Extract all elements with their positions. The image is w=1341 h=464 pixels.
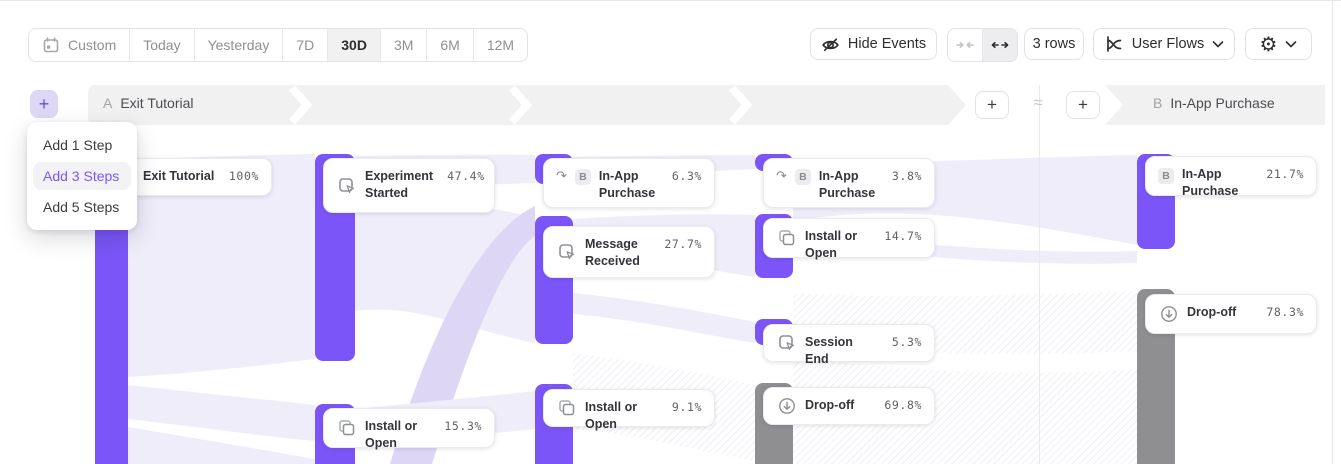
add-step-after-a-button[interactable]: + <box>975 91 1009 119</box>
flow-b-badge: B <box>1158 168 1174 184</box>
rows-button[interactable]: 3 rows <box>1024 28 1084 60</box>
expand-columns-button[interactable] <box>982 29 1017 61</box>
node-value: 14.7% <box>884 229 922 243</box>
eye-off-icon <box>822 37 839 51</box>
custom-event-icon <box>776 333 797 354</box>
add-step-before-b-button[interactable]: + <box>1066 91 1100 119</box>
add-step-menu: Add 1 Step Add 3 Steps Add 5 Steps <box>27 122 137 230</box>
node-name: Drop-off <box>1187 305 1237 319</box>
settings-button[interactable]: ⚙ <box>1245 28 1312 60</box>
cross-flow-arrow-icon: ↷ <box>776 168 787 183</box>
dropoff-icon <box>776 396 797 417</box>
node-value: 6.3% <box>671 169 702 183</box>
node-value: 9.1% <box>671 400 702 414</box>
date-range-label: Custom <box>68 37 117 53</box>
step-title-a: Exit Tutorial <box>120 95 194 111</box>
date-range-12m[interactable]: 12M <box>472 29 527 61</box>
date-range-custom[interactable]: Custom <box>29 29 129 61</box>
view-selector-button[interactable]: User Flows <box>1093 28 1235 60</box>
flow-node-install-or-open-2[interactable]: Install or Open 9.1% <box>543 389 715 431</box>
panel-right-border <box>1332 1 1333 464</box>
plus-icon: + <box>1078 95 1088 114</box>
node-value: 15.3% <box>444 419 482 433</box>
chevron-down-icon <box>1212 40 1224 47</box>
approx-separator: ≈ <box>1033 93 1043 112</box>
node-value: 100% <box>228 169 259 183</box>
collapse-icon <box>956 41 974 49</box>
hide-events-label: Hide Events <box>847 36 927 52</box>
date-range-yesterday[interactable]: Yesterday <box>193 29 283 61</box>
rows-label: 3 rows <box>1032 36 1076 52</box>
date-range-today[interactable]: Today <box>129 29 193 61</box>
plus-icon: + <box>987 95 997 114</box>
date-range-3m[interactable]: 3M <box>379 29 426 61</box>
install-icon <box>556 398 577 419</box>
flow-node-drop-off-b[interactable]: Drop-off 78.3% <box>1145 294 1317 334</box>
node-value: 69.8% <box>884 398 922 412</box>
menu-item-add-3-steps[interactable]: Add 3 Steps <box>33 162 131 190</box>
custom-event-icon <box>336 175 357 196</box>
date-range-6m[interactable]: 6M <box>426 29 472 61</box>
collapse-columns-button[interactable] <box>948 29 982 61</box>
node-value: 3.8% <box>891 169 922 183</box>
chevron-down-icon <box>1286 40 1297 47</box>
install-icon <box>776 228 797 249</box>
flow-node-install-or-open-1[interactable]: Install or Open 15.3% <box>323 408 495 450</box>
expand-icon <box>991 41 1009 49</box>
flow-node-in-app-purchase-2[interactable]: ↷ B In-App Purchase 3.8% <box>763 158 935 208</box>
step-header-a[interactable]: A Exit Tutorial <box>103 95 193 111</box>
flow-node-in-app-purchase-1[interactable]: ↷ B In-App Purchase 6.3% <box>543 158 715 208</box>
step-letter-b: B <box>1153 95 1163 111</box>
flow-b-badge: B <box>794 169 811 185</box>
view-selector-label: User Flows <box>1131 36 1205 52</box>
flows-chart-icon <box>1106 36 1122 52</box>
cross-flow-arrow-icon: ↷ <box>556 168 567 183</box>
date-range-7d[interactable]: 7D <box>282 29 327 61</box>
node-name: In-App Purchase <box>1182 167 1239 198</box>
node-name: Experiment Started <box>365 169 434 200</box>
toolbar: Custom Today Yesterday 7D 30D 3M 6M 12M … <box>0 1 1341 77</box>
flow-divider-line <box>1039 85 1040 464</box>
node-name: Exit Tutorial <box>143 169 215 183</box>
node-name: Drop-off <box>805 398 855 412</box>
node-value: 21.7% <box>1266 167 1304 181</box>
flow-b-badge: B <box>574 169 591 185</box>
menu-item-add-5-steps[interactable]: Add 5 Steps <box>43 199 120 215</box>
node-name: In-App Purchase <box>818 169 876 200</box>
node-value: 5.3% <box>891 335 922 349</box>
flow-node-session-end[interactable]: Session End 5.3% <box>763 324 935 366</box>
node-value: 27.7% <box>664 237 702 251</box>
node-name: Message Received <box>585 237 640 268</box>
node-name: Install or Open <box>585 400 638 431</box>
step-letter-a: A <box>103 95 113 111</box>
add-step-button[interactable]: + <box>30 90 58 118</box>
flow-node-install-or-open-3[interactable]: Install or Open 14.7% <box>763 218 935 260</box>
flow-node-experiment-started[interactable]: Experiment Started 47.4% <box>323 158 495 213</box>
step-title-b: In-App Purchase <box>1170 95 1275 111</box>
node-name: Install or Open <box>365 419 418 450</box>
node-name: In-App Purchase <box>598 169 656 200</box>
flow-node-message-received[interactable]: Message Received 27.7% <box>543 226 715 278</box>
flow-node-exit-tutorial[interactable]: Exit Tutorial 100% <box>112 158 272 196</box>
node-value: 47.4% <box>447 169 485 183</box>
hide-events-button[interactable]: Hide Events <box>810 28 937 60</box>
node-name: Install or Open <box>805 229 858 260</box>
install-icon <box>336 418 357 439</box>
plus-icon: + <box>38 93 50 114</box>
width-toggle <box>947 28 1018 62</box>
custom-event-icon <box>556 242 577 263</box>
node-value: 78.3% <box>1266 305 1304 319</box>
flow-node-in-app-purchase-b[interactable]: B In-App Purchase 21.7% <box>1145 156 1317 198</box>
dropoff-icon <box>1158 304 1179 325</box>
date-range-selector: Custom Today Yesterday 7D 30D 3M 6M 12M <box>28 28 529 62</box>
calendar-icon <box>43 37 59 53</box>
step-header-b[interactable]: B In-App Purchase <box>1153 95 1275 111</box>
menu-item-add-1-step[interactable]: Add 1 Step <box>43 137 113 153</box>
flow-node-drop-off-1[interactable]: Drop-off 69.8% <box>763 387 935 425</box>
gear-icon: ⚙ <box>1259 32 1278 56</box>
node-name: Session End <box>805 335 853 366</box>
date-range-30d[interactable]: 30D <box>327 29 380 61</box>
